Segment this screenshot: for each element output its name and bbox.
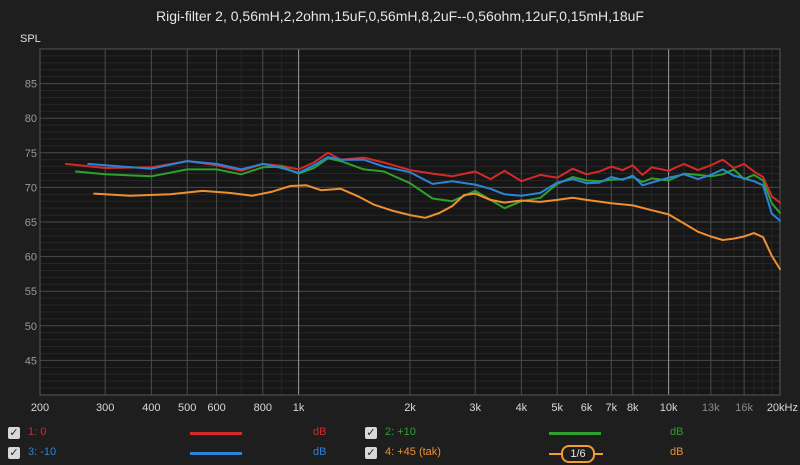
legend-entry-series-1[interactable]: ✓ 1: 0 dB bbox=[8, 425, 358, 443]
x-tick-label: 16k bbox=[735, 402, 753, 414]
series-3-unit: dB bbox=[313, 446, 327, 458]
y-tick-label: 50 bbox=[25, 321, 37, 333]
series-4-label: 4: +45 (tak) bbox=[385, 446, 441, 458]
series-4-checkbox[interactable]: ✓ bbox=[365, 447, 377, 459]
x-tick-label: 3k bbox=[469, 402, 481, 414]
x-tick-label: 2k bbox=[404, 402, 416, 414]
y-tick-label: 80 bbox=[25, 113, 37, 125]
x-tick-label: 600 bbox=[207, 402, 225, 414]
x-tick-label: 800 bbox=[254, 402, 272, 414]
legend-entry-series-4[interactable]: ✓ 4: +45 (tak) 1/6 dB bbox=[365, 445, 705, 463]
x-tick-label: 4k bbox=[516, 402, 528, 414]
x-tick-label: 500 bbox=[178, 402, 196, 414]
tick-labels: 45 50 55 60 65 70 75 80 85 200 300 400 500 600 800 1k 2k… bbox=[25, 79, 798, 414]
series-lines bbox=[64, 151, 781, 271]
series-1-swatch bbox=[190, 432, 242, 435]
series-3-checkbox[interactable]: ✓ bbox=[8, 447, 20, 459]
series-1-unit: dB bbox=[313, 426, 327, 438]
x-tick-label: 400 bbox=[142, 402, 160, 414]
x-tick-label: 1k bbox=[293, 402, 305, 414]
legend-row-2: ✓ 3: -10 dB ✓ 4: +45 (tak) 1/6 dB bbox=[0, 445, 800, 463]
series-3-swatch bbox=[190, 452, 242, 455]
x-tick-label: 8k bbox=[627, 402, 639, 414]
series-line-1 bbox=[64, 151, 781, 204]
x-tick-label: 13k bbox=[702, 402, 720, 414]
x-tick-label: 10k bbox=[660, 402, 678, 414]
legend-row-1: ✓ 1: 0 dB ✓ 2: +10 dB bbox=[0, 425, 800, 443]
smoothing-badge[interactable]: 1/6 bbox=[561, 445, 595, 463]
y-tick-label: 70 bbox=[25, 182, 37, 194]
series-2-unit: dB bbox=[670, 426, 684, 438]
series-1-checkbox[interactable]: ✓ bbox=[8, 427, 20, 439]
grid bbox=[39, 48, 781, 396]
y-axis-label: SPL bbox=[20, 33, 41, 45]
y-tick-label: 60 bbox=[25, 252, 37, 264]
x-tick-label: 5k bbox=[551, 402, 563, 414]
series-4-unit: dB bbox=[670, 446, 684, 458]
legend-entry-series-2[interactable]: ✓ 2: +10 dB bbox=[365, 425, 705, 443]
x-tick-label: 6k bbox=[581, 402, 593, 414]
series-line-4 bbox=[93, 184, 781, 271]
x-tick-label: 200 bbox=[31, 402, 49, 414]
series-3-label: 3: -10 bbox=[28, 446, 57, 458]
y-tick-label: 55 bbox=[25, 286, 37, 298]
x-tick-label: 7k bbox=[605, 402, 617, 414]
series-4-swatch-left bbox=[549, 453, 561, 455]
x-tick-label: 20kHz bbox=[767, 402, 798, 414]
x-tick-label: 300 bbox=[96, 402, 114, 414]
y-tick-label: 65 bbox=[25, 217, 37, 229]
chart-title: Rigi-filter 2, 0,56mH,2,2ohm,15uF,0,56mH… bbox=[156, 8, 644, 24]
legend-entry-series-3[interactable]: ✓ 3: -10 dB bbox=[8, 445, 358, 463]
series-2-checkbox[interactable]: ✓ bbox=[365, 427, 377, 439]
series-2-swatch bbox=[549, 432, 601, 435]
series-1-label: 1: 0 bbox=[28, 426, 47, 438]
y-tick-label: 85 bbox=[25, 79, 37, 91]
plot-border bbox=[39, 48, 781, 396]
spl-chart: 45 50 55 60 65 70 75 80 85 200 300 400 500 600 800 1k 2k… bbox=[25, 48, 798, 414]
y-tick-label: 45 bbox=[25, 355, 37, 367]
series-4-swatch-right bbox=[595, 453, 603, 455]
series-2-label: 2: +10 bbox=[385, 426, 416, 438]
y-tick-label: 75 bbox=[25, 148, 37, 160]
series-line-3 bbox=[87, 156, 781, 222]
